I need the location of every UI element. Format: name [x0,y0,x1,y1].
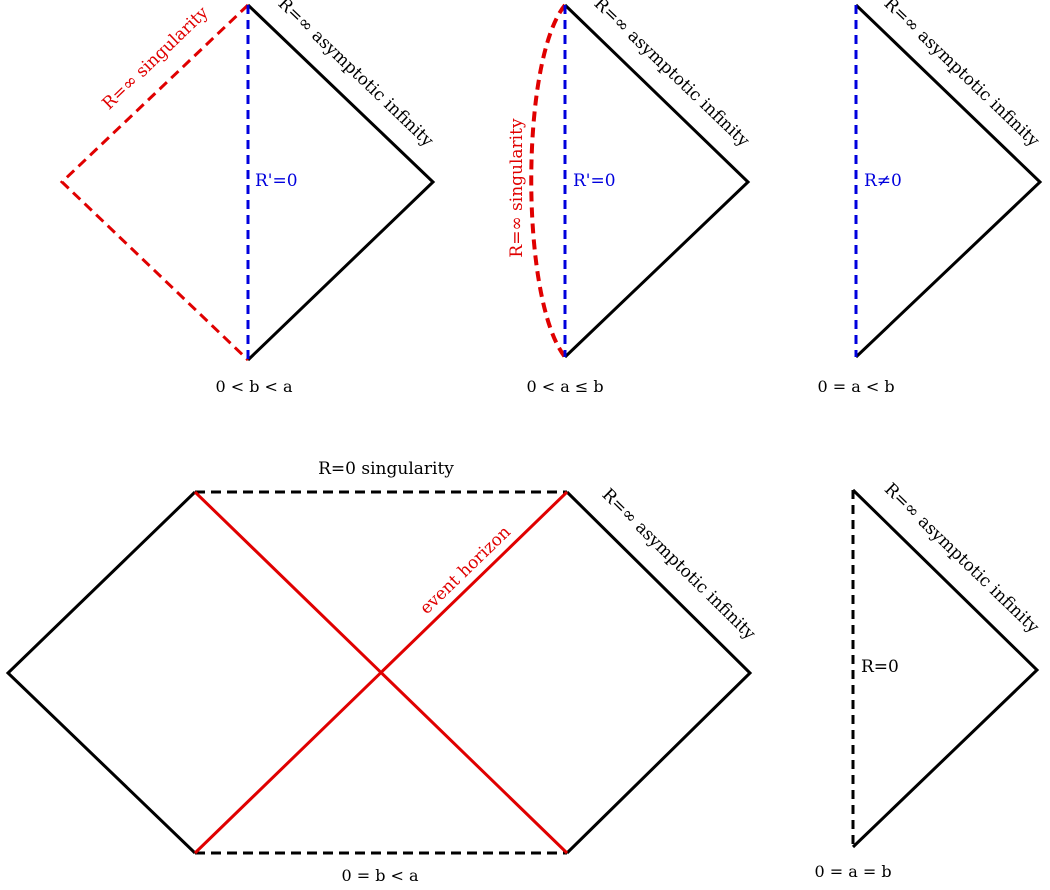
singularity-label: R=∞ singularity [99,3,213,114]
singularity-label: R=∞ singularity [507,118,527,258]
axis-label: R'=0 [573,171,616,191]
axis-label: R=0 [861,657,899,677]
caption: 0 = a = b [814,862,891,881]
diagram-0-eq-a-b: R=∞ asymptotic infinity R≠0 0 = a < b [817,0,1043,396]
singularity-curve [529,3,567,359]
asymptotic-infinity-label: R=∞ asymptotic infinity [274,0,438,151]
diagram-0-a-le-b: R=∞ singularity R=∞ asymptotic infinity … [507,0,753,396]
diagram-0-eq-b-a: R=0 singularity event horizon R=∞ asympt… [5,459,760,885]
caption: 0 = a < b [817,377,894,396]
asymptotic-infinity-label: R=∞ asymptotic infinity [880,0,1044,151]
asymptotic-boundary-line [246,3,436,362]
asymptotic-boundary-line [851,488,1040,849]
asymptotic-infinity-label: R=∞ asymptotic infinity [880,479,1043,637]
caption: 0 < a ≤ b [526,377,603,396]
diagram-0-eq-a-eq-b: R=∞ asymptotic infinity R=0 0 = a = b [814,479,1043,881]
caption: 0 = b < a [341,866,419,885]
asymptotic-boundary-line [565,490,753,855]
axis-label: R'=0 [255,171,298,191]
diagram-0-b-a: R=∞ singularity R=∞ asymptotic infinity … [59,0,438,396]
asymptotic-infinity-label: R=∞ asymptotic infinity [590,0,754,151]
singularity-label: R=0 singularity [318,459,454,479]
event-horizon-label: event horizon [416,522,515,618]
axis-label: R≠0 [864,171,902,191]
asymptotic-boundary-line [563,3,751,359]
asymptotic-infinity-label: R=∞ asymptotic infinity [598,485,760,645]
singularity-boundary-line [59,3,250,362]
horizon-line-2 [193,490,569,855]
caption: 0 < b < a [215,377,293,396]
left-boundary-line [5,490,197,855]
asymptotic-boundary-line [854,3,1043,359]
